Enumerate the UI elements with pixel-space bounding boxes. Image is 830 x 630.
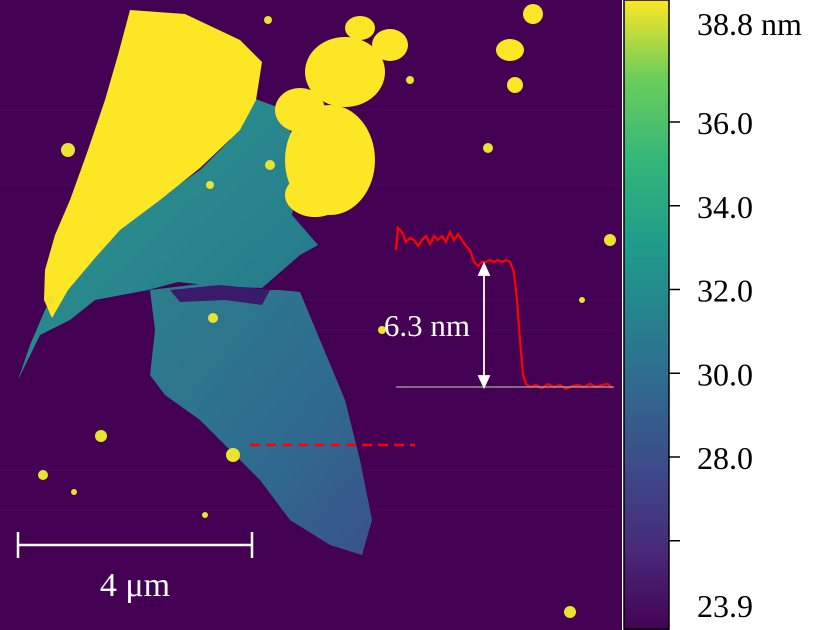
colorbar-tick-label: 34.0 xyxy=(697,189,753,225)
scale-bar-label: 4 μm xyxy=(100,567,170,604)
particles xyxy=(38,16,616,618)
colorbar-max-label: 38.8 nm xyxy=(697,6,802,42)
afm-height-map: 6.3 nm 4 μm xyxy=(0,0,622,630)
thick-cluster xyxy=(275,4,543,217)
scale-bar xyxy=(16,532,254,558)
flake-thin-upper xyxy=(18,95,318,380)
step-height-label: 6.3 nm xyxy=(384,308,470,343)
flake-dark-gap xyxy=(170,285,270,305)
colorbar-tick-label: 32.0 xyxy=(697,273,753,309)
colorbar-min-label: 23.9 xyxy=(697,588,753,624)
colorbar-ticks: 36.0 34.0 32.0 30.0 28.0 xyxy=(669,105,753,542)
colorbar-tick-label: 36.0 xyxy=(697,105,753,141)
height-profile-trace xyxy=(394,225,613,391)
step-height-arrow xyxy=(477,261,491,390)
colorbar-tick-label: 30.0 xyxy=(697,356,753,392)
colorbar-tick-label: 28.0 xyxy=(697,440,753,476)
colorbar: 36.0 34.0 32.0 30.0 28.0 38.8 nm 23.9 xyxy=(623,0,802,630)
flake-thick xyxy=(44,10,262,318)
colorbar-gradient xyxy=(624,0,669,630)
flake-thin-lower xyxy=(150,284,372,555)
